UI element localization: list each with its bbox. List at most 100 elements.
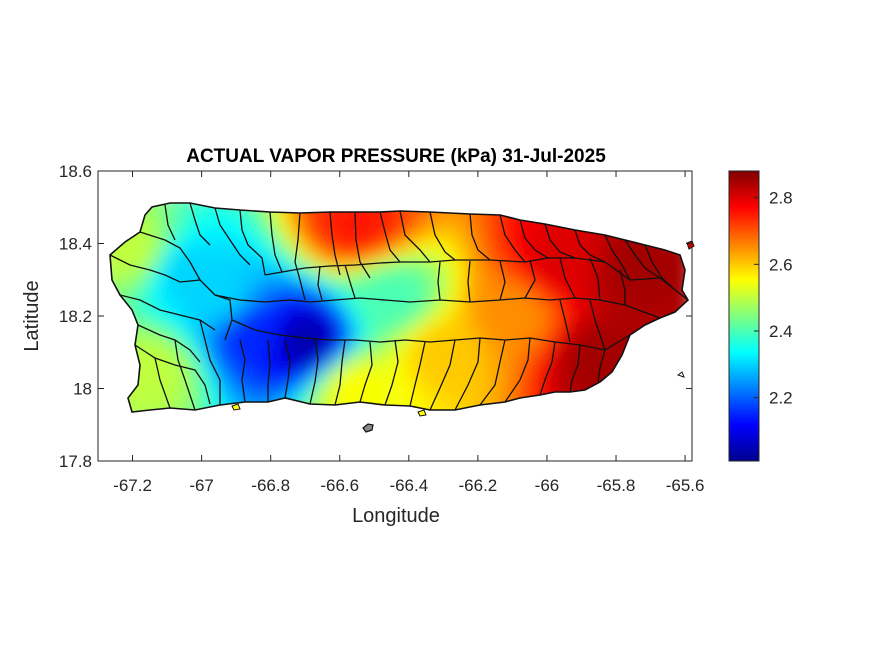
heat-cell	[180, 355, 189, 364]
heat-cell	[516, 347, 525, 356]
heat-cell	[332, 251, 341, 260]
heat-cell	[148, 211, 157, 220]
heat-cell	[396, 275, 405, 284]
x-axis-label: Longitude	[352, 505, 440, 527]
heat-cell	[524, 331, 533, 340]
heat-cell	[260, 307, 269, 316]
heat-cell	[444, 331, 453, 340]
colorbar-tick-label: 2.8	[769, 189, 793, 208]
heat-cell	[260, 371, 269, 380]
heat-cell	[300, 371, 309, 380]
heat-cell	[164, 363, 173, 372]
heat-cell	[508, 251, 517, 260]
heat-cell	[428, 307, 437, 316]
heat-cell	[508, 275, 517, 284]
heat-cell	[524, 243, 533, 252]
heat-cell	[284, 387, 293, 396]
heat-cell	[564, 307, 573, 316]
heat-cell	[332, 227, 341, 236]
heat-cell	[492, 227, 501, 236]
heat-cell	[316, 283, 325, 292]
heat-cell	[172, 211, 181, 220]
heat-cell	[156, 299, 165, 308]
heat-cell	[196, 283, 205, 292]
heat-cell	[540, 347, 549, 356]
heat-cell	[404, 395, 413, 404]
heat-cell	[300, 315, 309, 324]
heat-cell	[540, 267, 549, 276]
heat-cell	[196, 219, 205, 228]
heat-cell	[324, 339, 333, 348]
heat-cell	[292, 307, 301, 316]
heat-cell	[244, 363, 253, 372]
heat-cell	[524, 323, 533, 332]
heat-cell	[348, 379, 357, 388]
heat-cell	[388, 211, 397, 220]
heat-cell	[516, 243, 525, 252]
heat-cell	[660, 259, 669, 268]
heat-cell	[364, 395, 373, 404]
heat-cell	[420, 219, 429, 228]
heat-cell	[580, 363, 589, 372]
heat-cell	[188, 267, 197, 276]
heat-cell	[212, 331, 221, 340]
heat-cell	[420, 259, 429, 268]
heat-cell	[580, 267, 589, 276]
heat-cell	[660, 307, 669, 316]
heat-cell	[228, 347, 237, 356]
heat-cell	[388, 395, 397, 404]
heat-cell	[332, 331, 341, 340]
heat-cell	[388, 339, 397, 348]
heat-cell	[212, 299, 221, 308]
heat-cell	[268, 211, 277, 220]
heat-cell	[636, 283, 645, 292]
heat-cell	[436, 347, 445, 356]
heat-cell	[148, 227, 157, 236]
heat-cell	[324, 355, 333, 364]
heat-cell	[484, 283, 493, 292]
heat-cell	[132, 267, 141, 276]
heat-cell	[196, 307, 205, 316]
heat-cell	[612, 235, 621, 244]
heat-cell	[412, 395, 421, 404]
heat-cell	[364, 211, 373, 220]
heat-cell	[612, 251, 621, 260]
heat-cell	[316, 267, 325, 276]
heat-cell	[564, 347, 573, 356]
heat-cell	[212, 259, 221, 268]
heat-cell	[564, 235, 573, 244]
heat-cell	[212, 275, 221, 284]
heat-cell	[204, 259, 213, 268]
heat-cell	[532, 379, 541, 388]
heat-cell	[508, 363, 517, 372]
heat-cell	[452, 395, 461, 404]
heat-cell	[644, 307, 653, 316]
heat-cell	[572, 347, 581, 356]
heat-cell	[612, 275, 621, 284]
heat-cell	[300, 267, 309, 276]
heat-cell	[468, 275, 477, 284]
heat-cell	[500, 387, 509, 396]
heat-cell	[556, 307, 565, 316]
heat-cell	[124, 299, 133, 308]
heat-cell	[412, 323, 421, 332]
heat-cell	[172, 371, 181, 380]
heat-cell	[324, 267, 333, 276]
heat-cell	[172, 203, 181, 212]
heat-cell	[148, 339, 157, 348]
heat-cell	[444, 259, 453, 268]
heat-cell	[292, 227, 301, 236]
heat-cell	[436, 379, 445, 388]
heat-cell	[468, 315, 477, 324]
heat-cell	[148, 347, 157, 356]
heat-cell	[372, 339, 381, 348]
heat-cell	[660, 299, 669, 308]
heat-cell	[188, 299, 197, 308]
heat-cell	[348, 299, 357, 308]
heat-cell	[308, 395, 317, 404]
heat-cell	[180, 235, 189, 244]
heat-cell	[492, 387, 501, 396]
heat-cell	[452, 227, 461, 236]
heat-cell	[492, 363, 501, 372]
heat-cell	[548, 259, 557, 268]
